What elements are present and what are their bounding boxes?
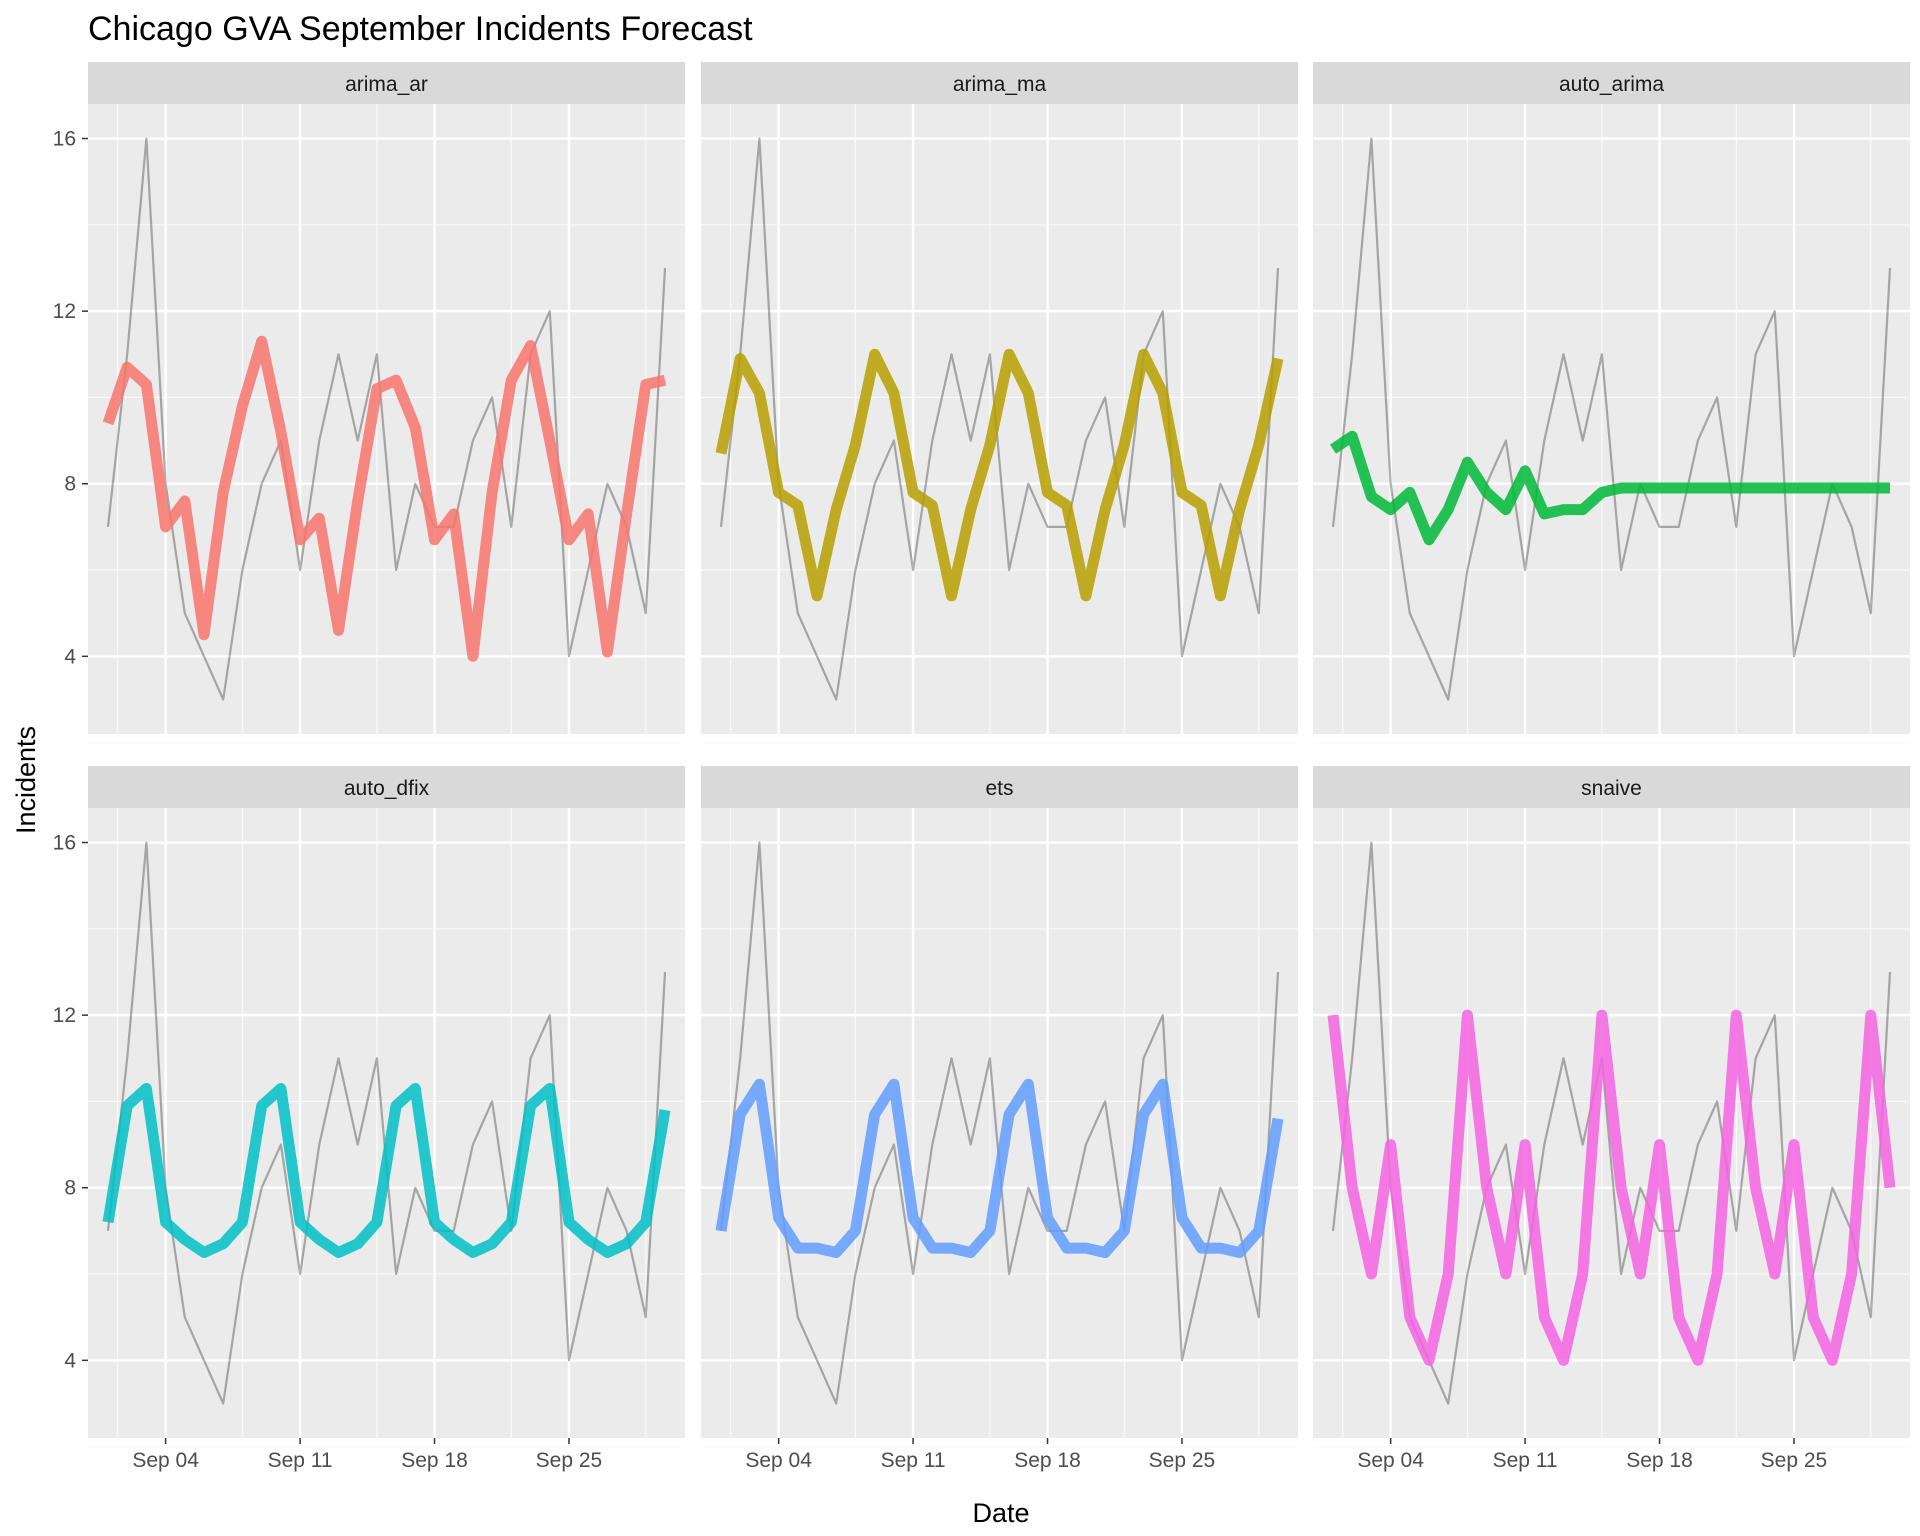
x-tick-label: Sep 18 bbox=[1014, 1449, 1081, 1472]
y-tick-label: 8 bbox=[64, 1177, 76, 1200]
strip-label-ets: ets bbox=[985, 777, 1013, 800]
actual-series-line bbox=[719, 137, 1280, 701]
forecast-series-line-snaive bbox=[1327, 1009, 1896, 1366]
x-tick-label: Sep 04 bbox=[132, 1449, 199, 1472]
facet-arima_ma: arima_ma bbox=[701, 62, 1298, 744]
x-tick-label: Sep 25 bbox=[536, 1449, 603, 1472]
forecast-series-line-arima_ma bbox=[715, 348, 1284, 602]
x-tick-label: Sep 11 bbox=[881, 1449, 946, 1472]
gridlines bbox=[1313, 808, 1910, 1448]
forecast-series-line-arima_ar bbox=[102, 335, 667, 662]
x-tick-label: Sep 18 bbox=[1626, 1449, 1693, 1472]
panel-background bbox=[88, 104, 685, 734]
y-tick-label: 8 bbox=[64, 473, 76, 496]
gridlines bbox=[701, 808, 1298, 1448]
strip-label-arima_ma: arima_ma bbox=[953, 73, 1047, 96]
strip-arima_ma bbox=[701, 62, 1298, 104]
x-tick-label: Sep 25 bbox=[1149, 1449, 1216, 1472]
x-tick-label: Sep 11 bbox=[268, 1449, 333, 1472]
strip-label-arima_ar: arima_ar bbox=[345, 73, 428, 96]
x-tick-label: Sep 04 bbox=[745, 1449, 812, 1472]
y-tick-label: 16 bbox=[53, 832, 76, 855]
panel-background bbox=[701, 808, 1298, 1438]
facet-panels: arima_ar 4 8 12 16 arima_ma auto_arima auto_dfi… bbox=[53, 62, 1910, 1472]
actual-series-line bbox=[1331, 137, 1892, 701]
strip-snaive bbox=[1313, 766, 1910, 808]
strip-label-auto_arima: auto_arima bbox=[1559, 73, 1664, 96]
strip-label-snaive: snaive bbox=[1581, 777, 1642, 800]
x-axis-title: Date bbox=[972, 1498, 1029, 1528]
forecast-series-line-ets bbox=[715, 1078, 1284, 1258]
facet-ets: ets Sep 04 Sep 11 Sep 18 Sep 25 bbox=[701, 766, 1298, 1472]
y-axis-title: Incidents bbox=[11, 726, 41, 834]
strip-ets bbox=[701, 766, 1298, 808]
y-tick-label: 4 bbox=[64, 1349, 76, 1372]
x-tick-label: Sep 25 bbox=[1761, 1449, 1828, 1472]
x-tick-label: Sep 18 bbox=[401, 1449, 468, 1472]
forecast-series-line-auto_arima bbox=[1329, 430, 1890, 546]
x-tick-label: Sep 11 bbox=[1493, 1449, 1558, 1472]
y-tick-label: 12 bbox=[53, 1004, 76, 1027]
strip-auto_dfix bbox=[88, 766, 685, 808]
actual-series-line bbox=[106, 137, 667, 701]
facet-snaive: snaive Sep 04 Sep 11 Sep 18 Sep 25 bbox=[1313, 766, 1910, 1472]
facet-auto_arima: auto_arima bbox=[1313, 62, 1910, 744]
gridlines bbox=[701, 104, 1298, 744]
facet-auto_dfix: auto_dfix 4 8 12 16 Sep 04 Sep 11 Sep 18 Sep 25 bbox=[53, 766, 685, 1472]
y-tick-label: 4 bbox=[64, 645, 76, 668]
strip-label-auto_dfix: auto_dfix bbox=[344, 777, 430, 800]
panel-background bbox=[88, 808, 685, 1438]
gridlines bbox=[88, 808, 685, 1448]
y-tick-label: 16 bbox=[53, 128, 76, 151]
y-tick-label: 12 bbox=[53, 300, 76, 323]
strip-auto_arima bbox=[1313, 62, 1910, 104]
chart-title: Chicago GVA September Incidents Forecast bbox=[88, 10, 753, 48]
facet-arima_ar: arima_ar 4 8 12 16 bbox=[53, 62, 685, 744]
panel-background bbox=[1313, 104, 1910, 734]
strip-arima_ar bbox=[88, 62, 685, 104]
gridlines bbox=[88, 104, 685, 744]
x-tick-label: Sep 04 bbox=[1357, 1449, 1424, 1472]
forecast-series-line-auto_dfix bbox=[102, 1083, 671, 1258]
